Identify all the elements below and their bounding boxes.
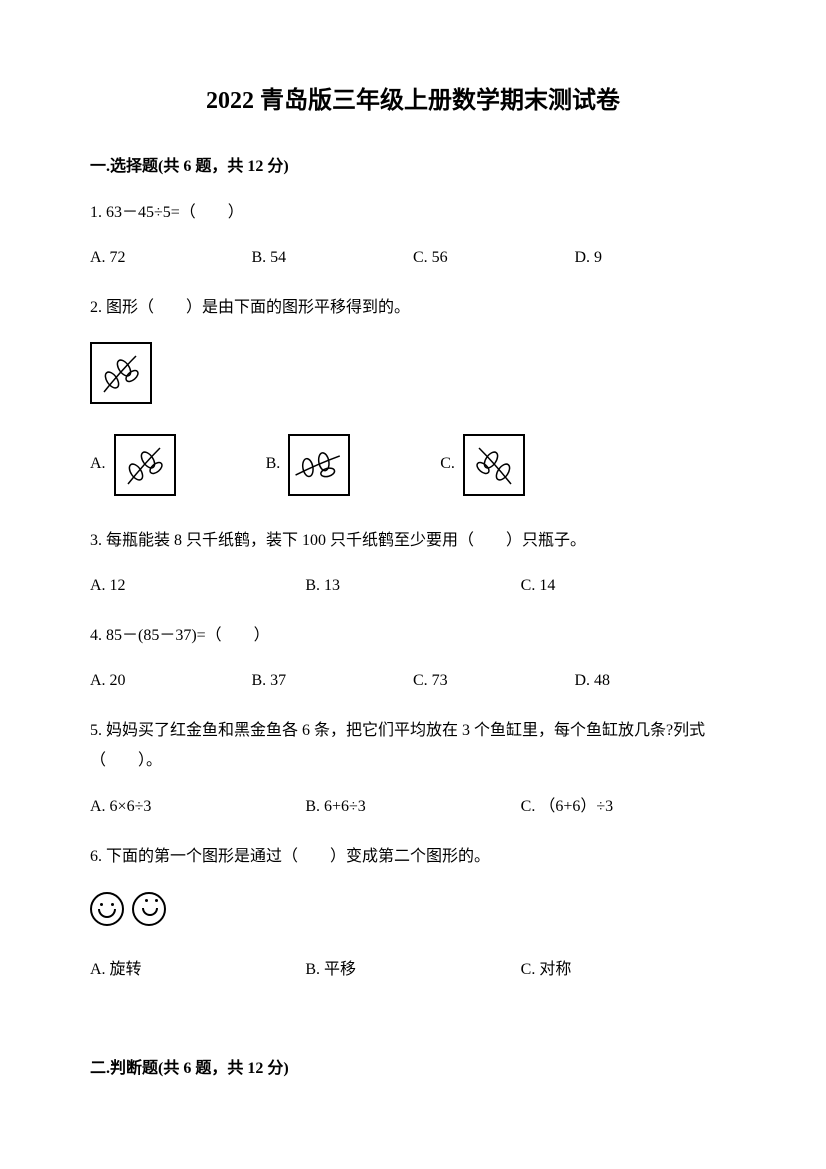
q5-option-c: C. （6+6）÷3 xyxy=(521,793,736,822)
section-2-header: 二.判断题(共 6 题，共 12 分) xyxy=(90,1055,736,1084)
page-title: 2022 青岛版三年级上册数学期末测试卷 xyxy=(90,80,736,123)
smiley-icon-2 xyxy=(132,892,166,926)
q6-option-c: C. 对称 xyxy=(521,956,736,985)
question-3-options: A. 12 B. 13 C. 14 xyxy=(90,572,736,601)
section-1-header: 一.选择题(共 6 题，共 12 分) xyxy=(90,153,736,182)
q4-option-c: C. 73 xyxy=(413,667,575,696)
q1-option-a: A. 72 xyxy=(90,244,252,273)
q2-option-b-group: B. xyxy=(266,434,351,496)
question-5: 5. 妈妈买了红金鱼和黑金鱼各 6 条，把它们平均放在 3 个鱼缸里，每个鱼缸放… xyxy=(90,716,736,777)
question-1: 1. 63－45÷5=（ ） xyxy=(90,198,736,228)
q4-option-b: B. 37 xyxy=(252,667,414,696)
leaf-icon-a xyxy=(114,434,176,496)
question-4: 4. 85－(85－37)=（ ） xyxy=(90,621,736,651)
q3-option-b: B. 13 xyxy=(305,572,520,601)
question-2: 2. 图形（ ）是由下面的图形平移得到的。 xyxy=(90,293,736,323)
q4-option-d: D. 48 xyxy=(575,667,737,696)
smiley-icon-1 xyxy=(90,892,124,926)
q2-option-b-label: B. xyxy=(266,450,281,479)
q2-option-a-group: A. xyxy=(90,434,176,496)
q5-option-a: A. 6×6÷3 xyxy=(90,793,305,822)
question-1-options: A. 72 B. 54 C. 56 D. 9 xyxy=(90,244,736,273)
leaf-icon-c xyxy=(463,434,525,496)
leaf-icon-reference xyxy=(90,342,152,404)
q4-option-a: A. 20 xyxy=(90,667,252,696)
q1-option-c: C. 56 xyxy=(413,244,575,273)
q5-option-b: B. 6+6÷3 xyxy=(305,793,520,822)
q3-option-a: A. 12 xyxy=(90,572,305,601)
question-6-options: A. 旋转 B. 平移 C. 对称 xyxy=(90,956,736,985)
question-3: 3. 每瓶能装 8 只千纸鹤，装下 100 只千纸鹤至少要用（ ）只瓶子。 xyxy=(90,526,736,556)
q2-option-a-label: A. xyxy=(90,450,106,479)
q1-option-d: D. 9 xyxy=(575,244,737,273)
question-2-reference-image xyxy=(90,342,736,404)
leaf-icon-b xyxy=(288,434,350,496)
q1-option-b: B. 54 xyxy=(252,244,414,273)
q2-option-c-group: C. xyxy=(440,434,525,496)
q6-option-b: B. 平移 xyxy=(305,956,520,985)
q3-option-c: C. 14 xyxy=(521,572,736,601)
question-6-smileys xyxy=(90,892,736,926)
q6-option-a: A. 旋转 xyxy=(90,956,305,985)
question-2-options: A. B. C. xyxy=(90,434,736,496)
question-6: 6. 下面的第一个图形是通过（ ）变成第二个图形的。 xyxy=(90,842,736,872)
q2-option-c-label: C. xyxy=(440,450,455,479)
question-5-options: A. 6×6÷3 B. 6+6÷3 C. （6+6）÷3 xyxy=(90,793,736,822)
question-4-options: A. 20 B. 37 C. 73 D. 48 xyxy=(90,667,736,696)
